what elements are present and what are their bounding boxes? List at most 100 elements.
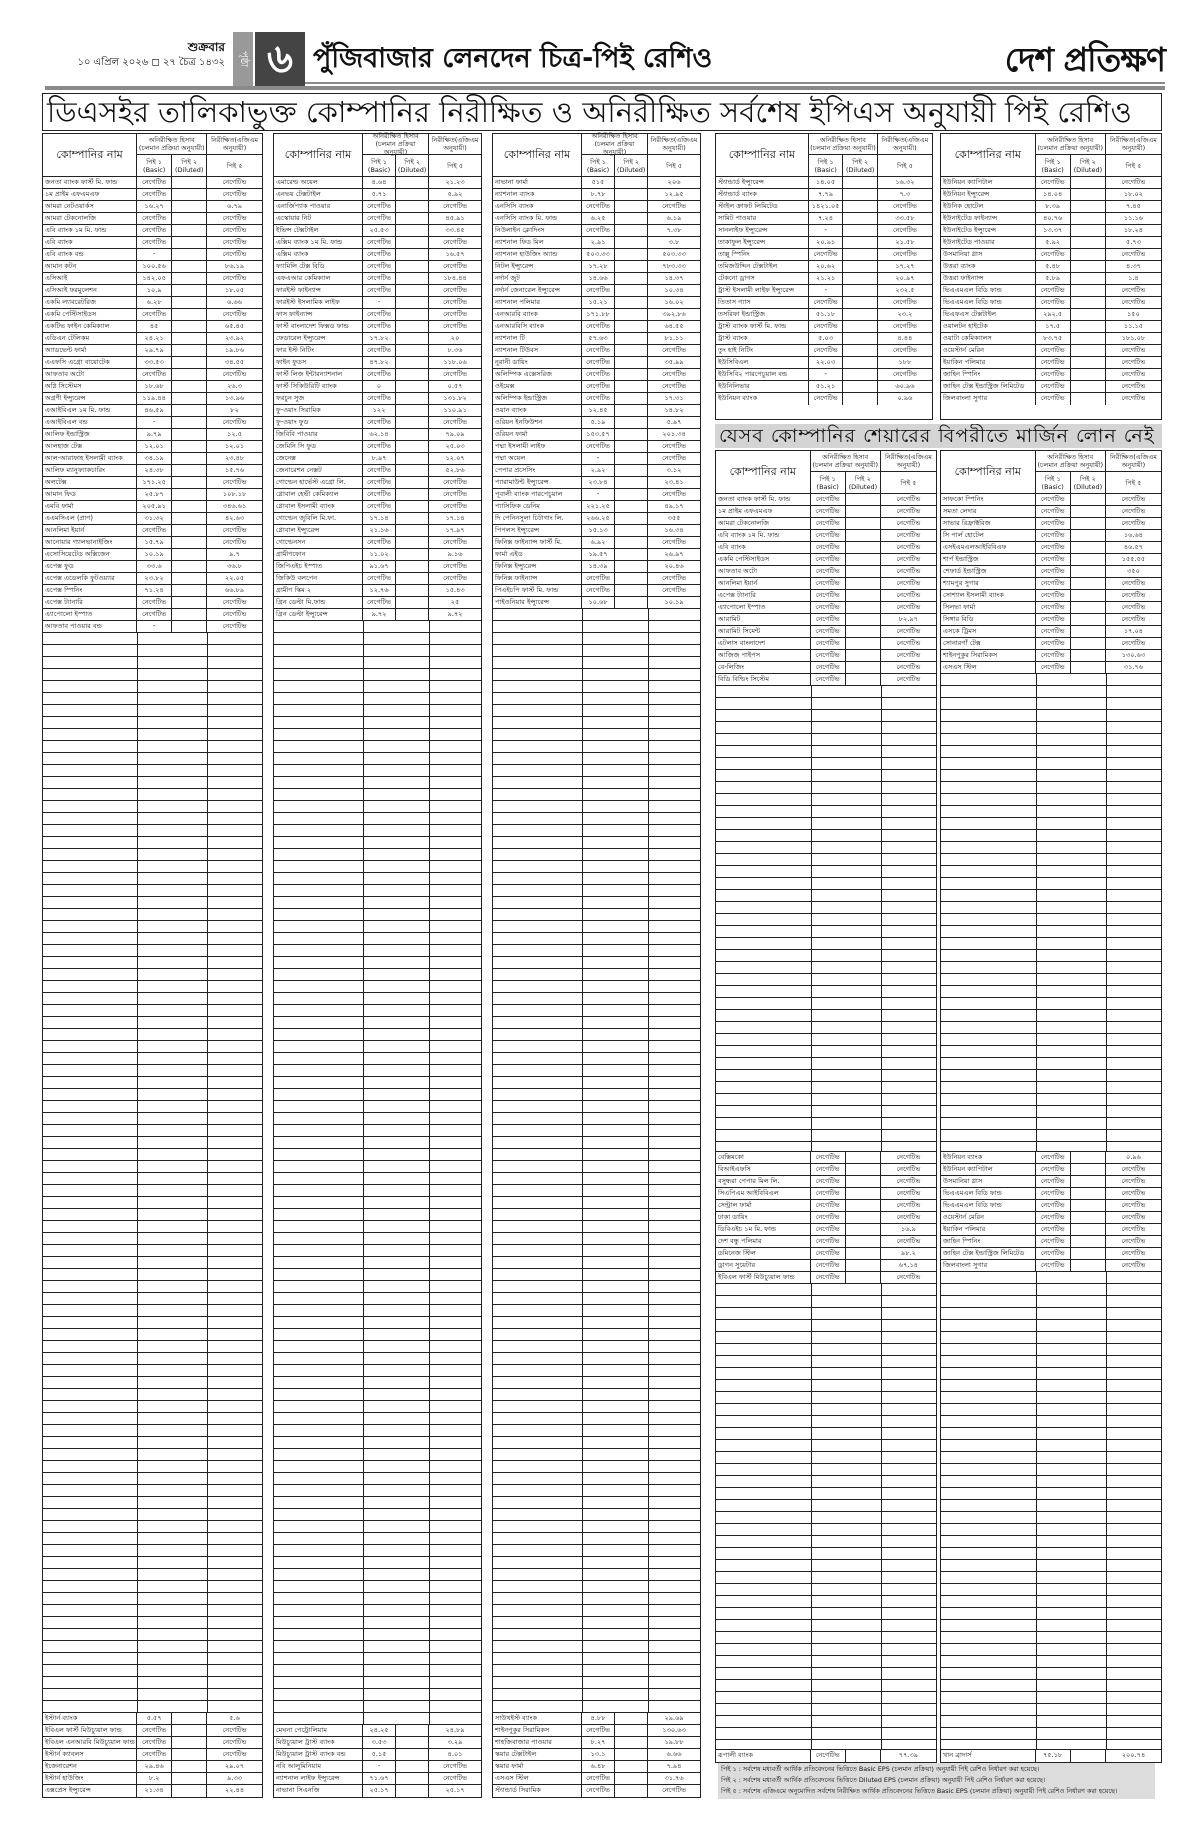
table-row: পিপলস ইন্স্যুরেন্স ১৫.১৩ ১৬.৩৪ <box>493 525 700 537</box>
pe1-value: ৮.৯৭ <box>363 453 397 464</box>
company-name: ফিনিক্স ফাইন্যান্স ফার্স্ট মি. <box>493 537 582 548</box>
pe1-value: ২১.২১ <box>809 273 844 284</box>
company-name: স্কয়ার টেক্সটাইল <box>493 1749 582 1760</box>
table-row: শাইনপুকুর সিরামিকস নেগেটিভ ১৩০.৬৩ <box>493 1725 700 1737</box>
table-row: পদ্মা ইসলামী লাইফ নেগেটিভ নেগেটিভ <box>493 441 700 453</box>
company-name: জিকিউ বলপেন <box>274 573 363 584</box>
pe1-value: ৩.৫৩ <box>363 1737 397 1748</box>
company-name: এটলাস বাংলাদেশ <box>716 638 811 649</box>
pe2-value <box>1071 261 1106 272</box>
pe5-value: নেগেটিভ <box>443 490 468 498</box>
pe1-value: ৩৩.৫৩ <box>137 357 173 368</box>
table-rows-continued <box>493 609 700 1713</box>
company-name: ভিএফএস টেক্সটাইল <box>941 309 1036 320</box>
pe2-value <box>1071 273 1106 284</box>
table-body: জনতা ব্যাংক ফার্স্ট মি. ফান্ড নেগেটিভ নেগে… <box>43 177 262 1797</box>
pe5-value: নেগেটিভ <box>443 418 468 426</box>
pe5-value: নেগেটিভ <box>443 502 468 510</box>
pe2-value <box>615 1749 649 1760</box>
pe5-value: ১৬.৩২ <box>895 178 915 186</box>
company-name: ফ্যামিলি টেক্স বিডি <box>274 261 363 272</box>
pe5-value: ১১.১৬ <box>1123 214 1144 222</box>
pe1-value: ১২.৭৬ <box>363 585 397 596</box>
company-name: পদ্মা অয়েল <box>493 453 582 464</box>
pe5-value: ১২.০৭ <box>445 454 465 462</box>
company-name: আজিজ পাইপস <box>716 650 811 661</box>
pe2-value <box>396 477 430 488</box>
pe1-value: নেগেটিভ <box>363 237 397 248</box>
company-name: এসএস স্টিল <box>941 662 1036 673</box>
pe2-value <box>843 213 878 224</box>
pe2-value <box>396 1749 430 1760</box>
table-row: ইউনিয়ন ক্যাপিটাল নেগেটিভ নেগেটিভ <box>941 177 1161 189</box>
pe5-value: নেগেটিভ <box>1121 250 1146 258</box>
pe1-value: নেগেটিভ <box>582 357 616 368</box>
pe5-value: ৬.১৯ <box>666 214 682 222</box>
pe2-value <box>396 537 430 548</box>
pe2-value <box>396 549 430 560</box>
company-name: ওরিয়ন ফার্মা <box>493 429 582 440</box>
company-name: তাকাফুল ইন্স্যুরেন্স <box>716 237 809 248</box>
pe1-value: ১৭.১৪ <box>363 513 397 524</box>
pe1-value: নেগেটিভ <box>582 225 616 236</box>
pe2-value <box>1071 518 1106 529</box>
company-name: এআইবিএল ১ম মি. ফান্ড <box>43 405 138 416</box>
table-row: এসিআই ১৪২.০৫ নেগেটিভ <box>43 273 262 285</box>
pe2-value <box>615 369 649 380</box>
table-row: ফারইস্ট ফাইন্যান্স নেগেটিভ নেগেটিভ <box>274 285 481 297</box>
table-row: ইউনিয়ন ব্যাংক নেগেটিভ ০.৯৬ <box>716 393 932 405</box>
pe5-value: নেগেটিভ <box>896 579 921 587</box>
pe5-value: নেগেটিভ <box>222 190 247 198</box>
company-name: সানলাইফ ইন্স্যুরেন্স <box>716 225 809 236</box>
company-name: ওয়াটা কেমিক্যালস <box>941 333 1036 344</box>
table-row: সাফকো স্পিনিং নেগেটিভ নেগেটিভ <box>941 494 1161 506</box>
table-row: এবি ব্যাংক নেগেটিভ নেগেটিভ <box>43 237 262 249</box>
pe5-value: ১৫.৭৬ <box>224 466 245 474</box>
pe2-value <box>172 369 208 380</box>
company-name: গোল্ডেনসন <box>274 537 363 548</box>
column-company-name: কোম্পানির নাম <box>941 451 1036 493</box>
table-row: ফ্যামিলি টেক্স বিডি নেগেটিভ নেগেটিভ <box>274 261 481 273</box>
pe2-value <box>172 1785 208 1797</box>
header-rule <box>45 86 1165 90</box>
pe2-value <box>615 465 649 476</box>
pe2-value <box>843 333 878 344</box>
pe2-value <box>396 585 430 596</box>
pe1-value: ৫১৫ <box>582 177 616 188</box>
pe5-value: নেগেটিভ <box>1121 495 1146 503</box>
pe2-value <box>615 297 649 308</box>
company-name: তমিজউদ্দিন টেক্সটাইল <box>716 261 809 272</box>
company-name: বিআইএফসি <box>716 1164 811 1175</box>
company-name: জেমিনি সি ফুড <box>274 441 363 452</box>
pe1-value: ৫.৭১ <box>363 189 397 200</box>
pe2-value <box>615 357 649 368</box>
table-rows-continued <box>274 621 481 1725</box>
pe1-value: ২.৯২ <box>582 465 616 476</box>
pe2-value <box>172 513 208 524</box>
pe1-value: নেগেটিভ <box>137 525 173 536</box>
pe5-value: নেগেটিভ <box>443 286 468 294</box>
pe1-value: ৮.২ <box>137 1773 173 1784</box>
pe2-value <box>1071 1176 1106 1187</box>
company-name: এনআরবিসি ব্যাংক <box>493 321 582 332</box>
table-row: ফরচুন সুজ নেগেটিভ ১৩১.৮২ <box>274 393 481 405</box>
pe1-value: ২০.৬২ <box>809 261 844 272</box>
pe1-value: ২৫.১৭ <box>363 1785 397 1797</box>
pe2-value <box>843 345 878 356</box>
table-row: তমিজউদ্দিন টেক্সটাইল ২০.৬২ ১৭.২৭ <box>716 261 932 273</box>
pe5-value: ২৯.০৭ <box>224 1762 245 1770</box>
margin-loan-table: কোম্পানির নাম অনিরীক্ষিত হিসাব (চলমান প্র… <box>715 450 937 1763</box>
pe5-value: নেগেটিভ <box>1121 1261 1146 1269</box>
pe5-value: নেগেটিভ <box>1121 603 1146 611</box>
pe1-value: নেগেটিভ <box>363 501 397 512</box>
pe5-value: ৬৫.৪৫ <box>224 322 245 330</box>
table-rows-continued <box>941 674 1161 1152</box>
table-row: ওরিয়ন ফার্মা ১৫৩.৫৭ ২০১.৩৪ <box>493 429 700 441</box>
pe2-value <box>172 249 208 260</box>
company-name: এপেক্স ট্যানারি <box>716 590 811 601</box>
column-pe5: পিই ৫ <box>1125 478 1142 487</box>
pe1-value: ৫.৯২ <box>1036 237 1071 248</box>
pe2-value <box>396 417 430 428</box>
company-name: ন্যাশনাল ফিড মিল <box>493 237 582 248</box>
pe1-value: ১৩.৩৭ <box>1036 225 1071 236</box>
